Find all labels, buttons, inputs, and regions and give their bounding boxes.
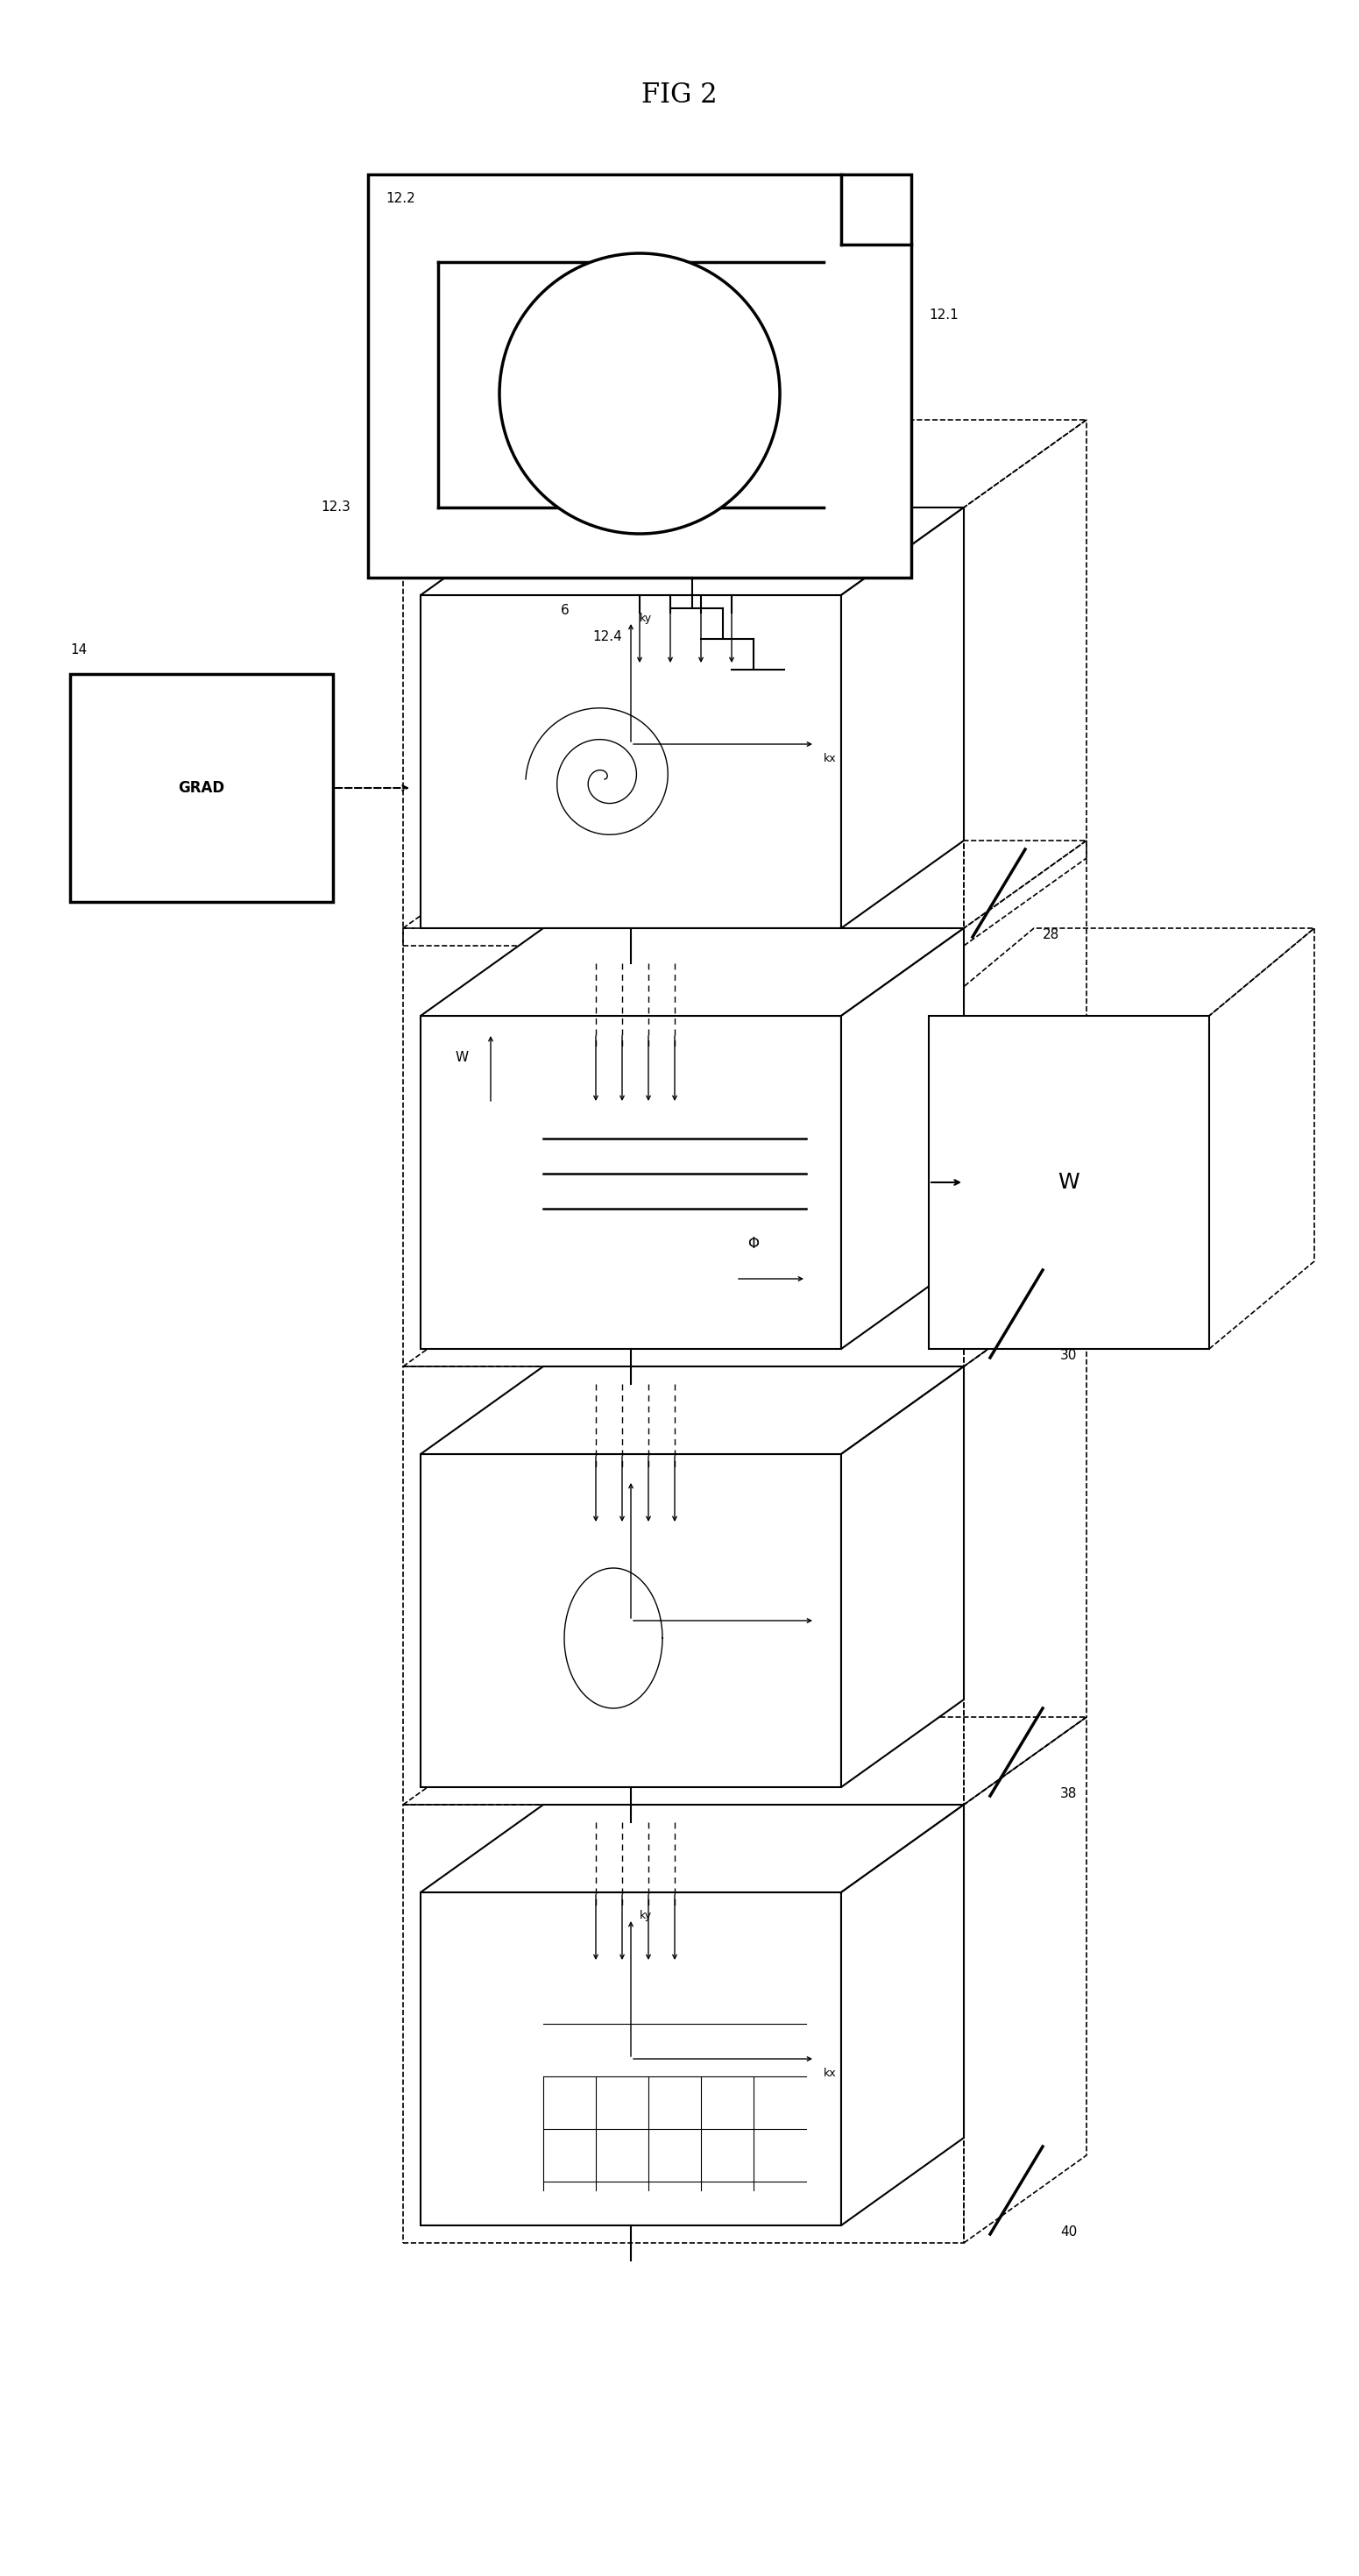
Polygon shape [368,175,912,577]
Text: GRAD: GRAD [178,781,224,796]
Text: 28: 28 [1042,927,1060,940]
Text: FIG 2: FIG 2 [641,82,718,108]
Polygon shape [841,507,964,927]
Text: ky: ky [640,613,652,623]
Text: 12.4: 12.4 [593,631,622,644]
Text: 14: 14 [71,644,87,657]
Polygon shape [420,1453,841,1788]
Text: 30: 30 [1060,1350,1078,1363]
Polygon shape [420,1015,841,1350]
Text: ky: ky [640,1909,652,1922]
Polygon shape [420,927,964,1015]
Polygon shape [841,1806,964,2226]
Text: 12.1: 12.1 [928,309,958,322]
Polygon shape [420,1806,964,1893]
Text: kx: kx [824,2069,836,2079]
Circle shape [500,252,780,533]
Text: 12.3: 12.3 [321,500,351,515]
Polygon shape [928,1015,1210,1350]
Text: W: W [455,1051,469,1064]
Polygon shape [420,1893,841,2226]
Text: kx: kx [824,752,836,765]
Polygon shape [420,507,964,595]
Text: 6: 6 [561,603,569,618]
Polygon shape [841,1365,964,1788]
Text: W: W [1059,1172,1080,1193]
Text: Φ: Φ [747,1236,760,1252]
Text: 12.2: 12.2 [386,193,414,206]
Polygon shape [420,1365,964,1453]
Text: 40: 40 [1060,2226,1078,2239]
Polygon shape [71,675,333,902]
Polygon shape [841,927,964,1350]
Text: 38: 38 [1060,1788,1078,1801]
Polygon shape [420,595,841,927]
